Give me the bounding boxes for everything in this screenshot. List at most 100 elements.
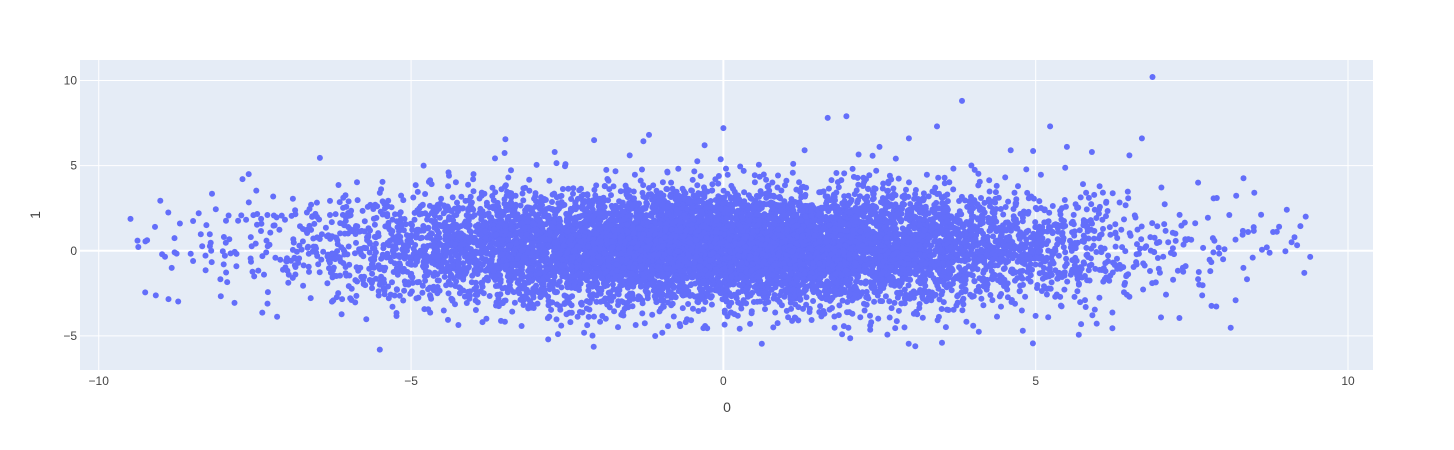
scatter-point — [379, 178, 386, 185]
scatter-point — [354, 278, 361, 285]
scatter-point — [1134, 226, 1141, 233]
scatter-point — [960, 295, 967, 302]
scatter-point — [1055, 252, 1062, 259]
scatter-point — [422, 277, 429, 284]
scatter-point — [857, 193, 863, 200]
scatter-point — [263, 249, 270, 256]
scatter-point — [396, 292, 403, 299]
scatter-point — [644, 295, 651, 302]
scatter-point — [639, 310, 646, 317]
scatter-point — [498, 317, 504, 324]
scatter-point — [202, 252, 209, 259]
scatter-point — [956, 272, 962, 279]
scatter-point — [747, 320, 754, 327]
scatter-point — [1211, 237, 1218, 244]
scatter-point — [880, 180, 887, 187]
scatter-point — [338, 311, 345, 318]
scatter-point — [652, 333, 659, 339]
scatter-point — [455, 322, 462, 328]
scatter-point — [1001, 265, 1008, 272]
scatter-point — [963, 318, 970, 325]
scatter-point — [1149, 220, 1156, 227]
scatter-point — [1244, 276, 1250, 283]
scatter-point — [217, 276, 224, 283]
scatter-point — [758, 340, 765, 347]
scatter-point — [790, 160, 797, 167]
scatter-point — [333, 294, 340, 301]
scatter-point — [1140, 260, 1147, 267]
scatter-point — [641, 320, 648, 327]
scatter-point — [1064, 278, 1071, 285]
scatter-point — [1112, 243, 1119, 250]
scatter-point — [1080, 181, 1086, 188]
scatter-point — [906, 179, 912, 186]
scatter-point — [374, 203, 381, 210]
scatter-point — [251, 273, 258, 280]
scatter-point — [635, 200, 642, 207]
scatter-point — [1077, 194, 1084, 201]
scatter-point — [778, 302, 785, 309]
scatter-point — [1091, 235, 1097, 242]
scatter-point — [975, 328, 982, 335]
scatter-point — [438, 195, 445, 202]
scatter-point — [857, 314, 864, 321]
scatter-point — [300, 262, 307, 269]
scatter-point — [697, 173, 704, 180]
scatter-point — [1162, 227, 1169, 234]
scatter-point — [971, 278, 978, 285]
scatter-point — [640, 182, 647, 189]
scatter-point — [546, 177, 553, 184]
scatter-point — [1071, 293, 1078, 300]
scatter-point — [306, 268, 312, 275]
scatter-point — [1176, 211, 1183, 218]
scatter-point — [273, 214, 280, 221]
scatter-point — [923, 171, 930, 178]
scatter-point — [249, 268, 256, 275]
scatter-point — [987, 292, 994, 298]
scatter-point — [789, 169, 796, 176]
scatter-point — [336, 199, 343, 206]
scatter-point — [1076, 227, 1083, 234]
scatter-point — [305, 263, 312, 270]
scatter-point — [480, 290, 487, 297]
scatter-point — [737, 163, 744, 170]
scatter-point — [339, 296, 346, 303]
scatter-point — [700, 306, 707, 313]
scatter-point — [253, 187, 260, 194]
scatter-point — [410, 194, 417, 201]
scatter-point — [420, 223, 427, 229]
scatter-point — [369, 278, 376, 285]
scatter-point — [603, 166, 610, 173]
scatter-point — [980, 302, 987, 309]
scatter-point — [259, 309, 266, 316]
scatter-point — [1165, 239, 1172, 246]
scatter-point — [1057, 302, 1064, 309]
scatter-point — [1283, 206, 1290, 213]
scatter-point — [1092, 265, 1099, 272]
scatter-point — [690, 305, 696, 312]
scatter-point — [231, 299, 238, 306]
scatter-point — [1096, 203, 1103, 210]
scatter-point — [617, 188, 624, 195]
scatter-point — [1045, 266, 1052, 273]
scatter-point — [365, 225, 372, 232]
scatter-point — [558, 192, 565, 199]
scatter-point — [461, 293, 468, 300]
scatter-point — [650, 182, 657, 189]
scatter-point — [695, 308, 702, 314]
scatter-point — [327, 197, 333, 204]
scatter-point — [986, 188, 993, 195]
scatter-point — [1093, 320, 1100, 327]
scatter-point — [736, 325, 743, 332]
scatter-point — [997, 206, 1004, 212]
scatter-point — [1109, 190, 1116, 197]
scatter-point — [226, 236, 233, 243]
scatter-point — [313, 199, 320, 206]
scatter-point — [419, 282, 426, 289]
scatter-point — [1119, 244, 1126, 251]
scatter-point — [375, 288, 382, 295]
scatter-point — [1282, 248, 1289, 255]
scatter-point — [1200, 244, 1207, 251]
scatter-point — [134, 237, 141, 244]
scatter-point — [422, 191, 429, 197]
